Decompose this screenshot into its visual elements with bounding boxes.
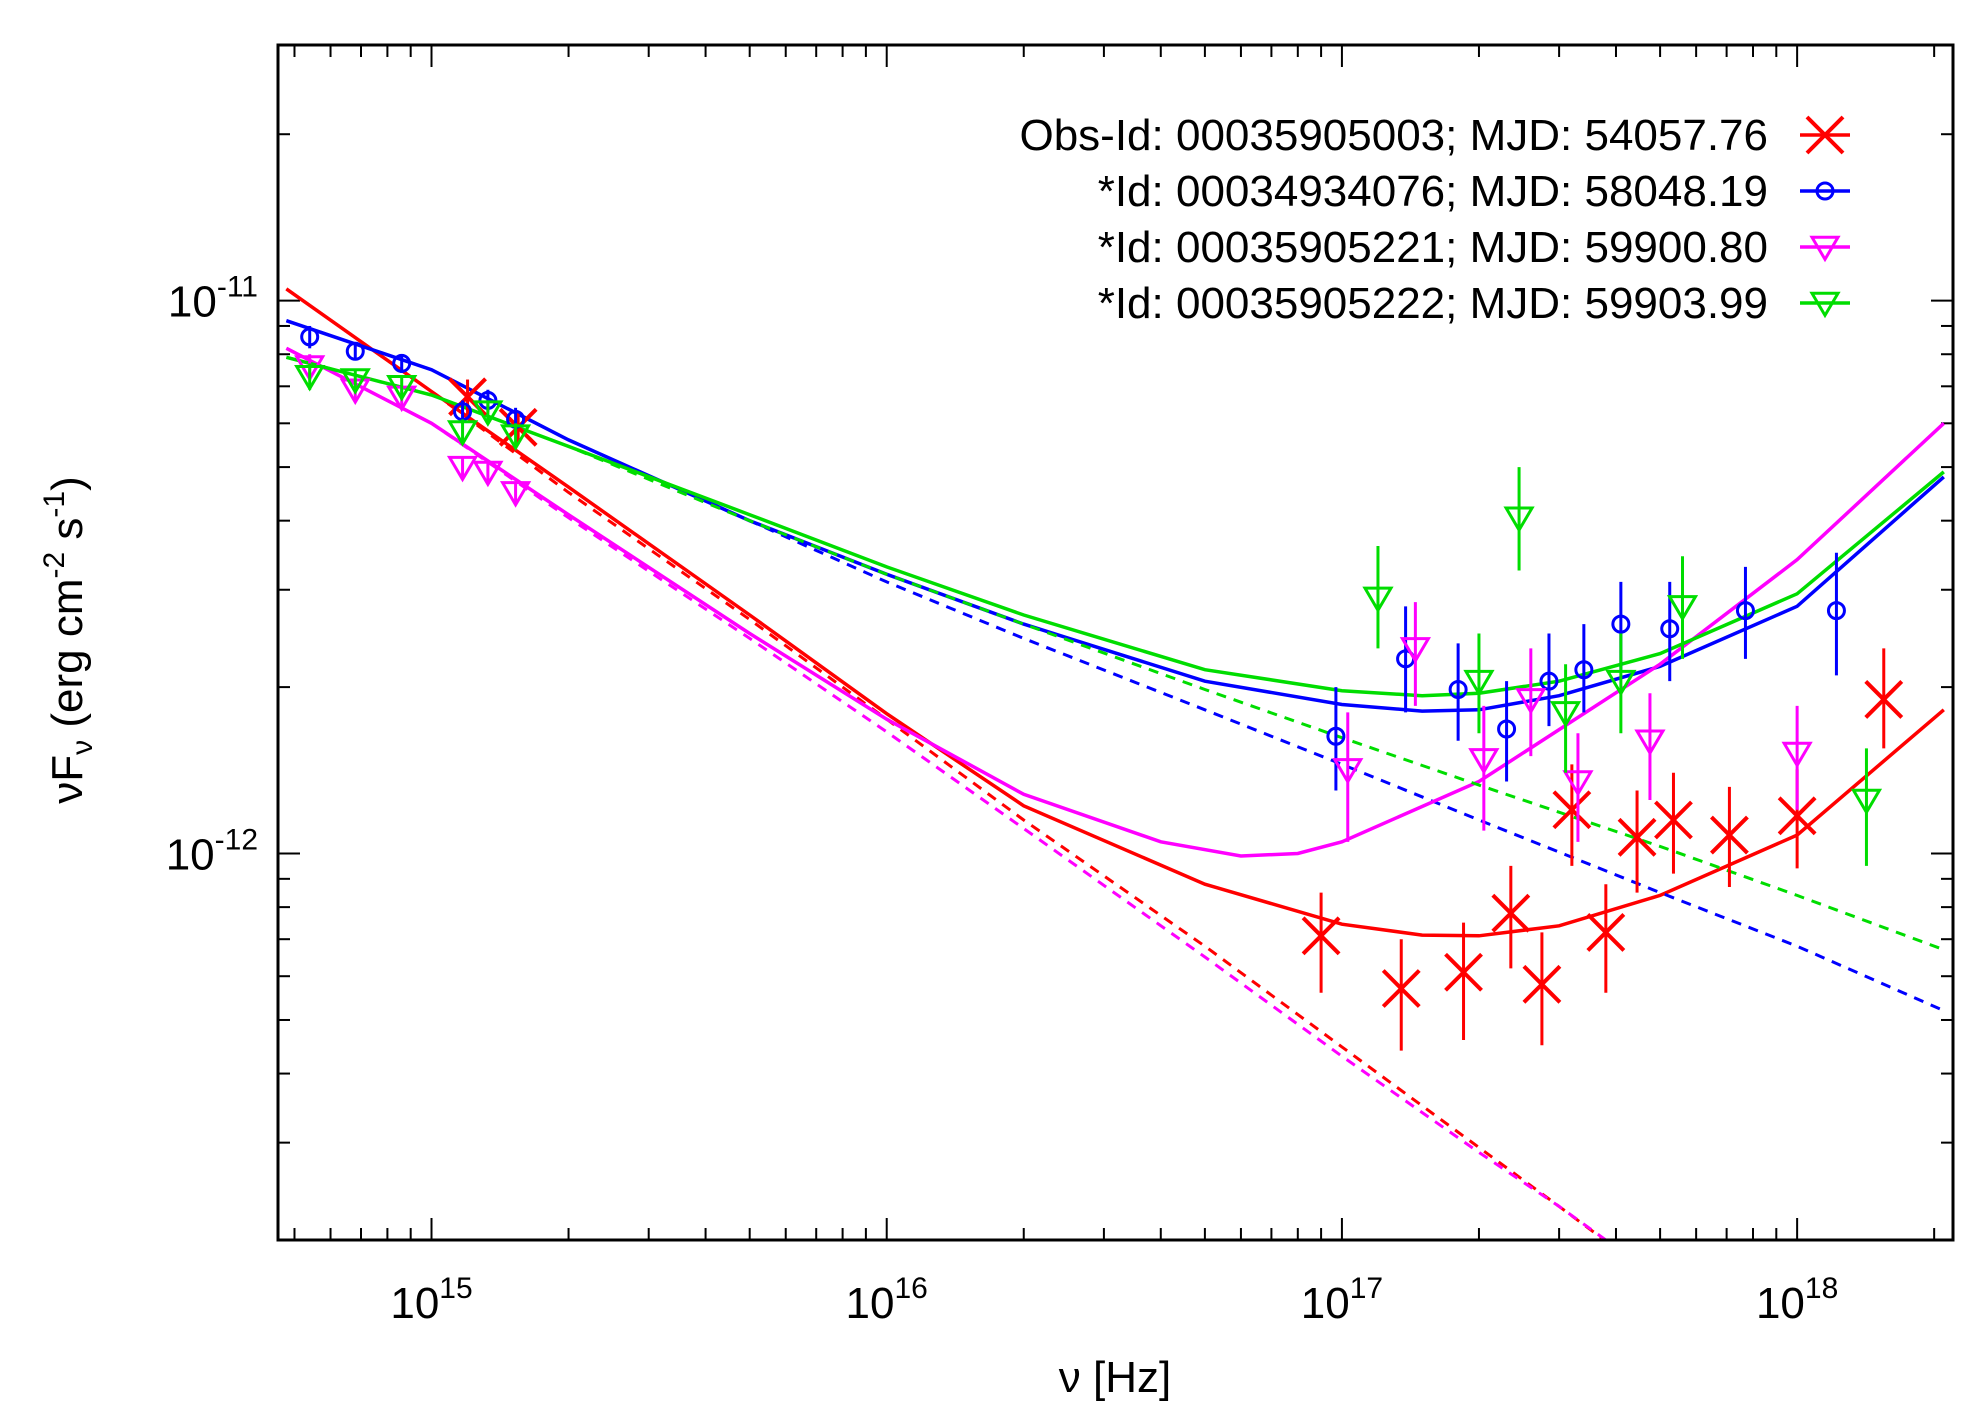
y-tick-label: 10-12 bbox=[166, 824, 258, 880]
powerlaw-line-2 bbox=[285, 346, 1609, 1240]
data-point bbox=[1850, 788, 1883, 816]
legend-marker bbox=[1809, 235, 1841, 263]
x-tick-label: 1016 bbox=[846, 1272, 928, 1328]
data-point bbox=[1777, 796, 1817, 836]
data-point bbox=[499, 424, 532, 451]
data-point bbox=[1735, 601, 1755, 621]
data-point bbox=[1332, 758, 1364, 785]
data-point bbox=[1660, 619, 1680, 639]
major-ticks bbox=[278, 45, 1953, 1240]
data-point bbox=[1552, 790, 1592, 830]
points-layer bbox=[294, 325, 1904, 1051]
legend-label: *Id: 00034934076; MJD: 58048.19 bbox=[1098, 167, 1768, 216]
data-point bbox=[386, 375, 418, 402]
data-point bbox=[345, 341, 365, 361]
x-tick-label: 1015 bbox=[390, 1272, 472, 1328]
legend-entry: Obs-Id: 00035905003; MJD: 54057.76 bbox=[1019, 111, 1850, 160]
model-line-2 bbox=[285, 346, 1945, 858]
data-point bbox=[1491, 893, 1531, 933]
data-point bbox=[1666, 595, 1699, 622]
data-point bbox=[1463, 669, 1495, 697]
data-point bbox=[294, 364, 326, 392]
data-point bbox=[1562, 770, 1594, 797]
series-layer bbox=[285, 287, 1945, 1240]
data-point bbox=[300, 327, 320, 347]
powerlaw-line-1 bbox=[285, 319, 1945, 1012]
data-point bbox=[1634, 729, 1666, 756]
legend-label: *Id: 00035905222; MJD: 59903.99 bbox=[1098, 279, 1768, 328]
data-point bbox=[1710, 815, 1749, 855]
data-point bbox=[1497, 719, 1517, 739]
data-point bbox=[1326, 726, 1346, 746]
data-point bbox=[1654, 800, 1693, 840]
legend-marker bbox=[1809, 291, 1841, 319]
legend-label: *Id: 00035905221; MJD: 59900.80 bbox=[1098, 223, 1768, 272]
data-point bbox=[1381, 969, 1421, 1008]
data-point bbox=[1826, 601, 1846, 621]
data-point bbox=[1864, 680, 1904, 719]
data-point bbox=[1617, 817, 1657, 857]
data-point bbox=[446, 420, 479, 447]
data-point bbox=[446, 455, 479, 483]
legend-entry: *Id: 00035905221; MJD: 59900.80 bbox=[1098, 223, 1850, 272]
data-point bbox=[1362, 586, 1394, 614]
data-point bbox=[1605, 669, 1637, 697]
data-point bbox=[1448, 680, 1468, 700]
data-point bbox=[1399, 637, 1432, 664]
data-point bbox=[1611, 614, 1631, 634]
data-point bbox=[1549, 701, 1582, 728]
legend-marker bbox=[1805, 115, 1845, 155]
x-tick-label: 1018 bbox=[1756, 1272, 1838, 1328]
y-tick-label: 10-11 bbox=[168, 271, 258, 327]
data-point bbox=[1539, 671, 1559, 691]
data-point bbox=[1468, 748, 1500, 775]
powerlaw-line-0 bbox=[285, 287, 1607, 1240]
data-point bbox=[1522, 964, 1562, 1004]
data-point bbox=[1503, 506, 1535, 533]
data-point bbox=[472, 400, 504, 427]
data-point bbox=[499, 481, 532, 508]
data-point bbox=[1515, 688, 1547, 715]
data-point bbox=[472, 460, 504, 488]
x-tick-labels: 1015 1016 1017 1018 bbox=[390, 1272, 1838, 1328]
data-point bbox=[392, 353, 412, 373]
y-axis-label: νFν (erg cm-2 s-1) bbox=[38, 476, 99, 804]
legend: Obs-Id: 00035905003; MJD: 54057.76 *Id: 0… bbox=[1019, 111, 1850, 328]
x-axis-label: ν [Hz] bbox=[1059, 1353, 1171, 1402]
model-line-3 bbox=[285, 355, 1945, 698]
model-line-0 bbox=[285, 287, 1945, 938]
data-point bbox=[1781, 741, 1813, 769]
y-tick-labels: 10-12 10-11 bbox=[166, 271, 258, 880]
data-point bbox=[1574, 660, 1594, 680]
data-point bbox=[1586, 913, 1626, 952]
data-point bbox=[339, 368, 371, 395]
data-point bbox=[1444, 952, 1483, 992]
legend-marker bbox=[1815, 181, 1835, 201]
x-tick-label: 1017 bbox=[1301, 1272, 1383, 1328]
data-point bbox=[1301, 916, 1341, 956]
model-line-1 bbox=[285, 319, 1945, 713]
legend-entry: *Id: 00035905222; MJD: 59903.99 bbox=[1098, 279, 1850, 328]
plot-frame bbox=[276, 43, 1955, 1242]
legend-label: Obs-Id: 00035905003; MJD: 54057.76 bbox=[1019, 111, 1768, 160]
legend-entry: *Id: 00034934076; MJD: 58048.19 bbox=[1098, 167, 1850, 216]
